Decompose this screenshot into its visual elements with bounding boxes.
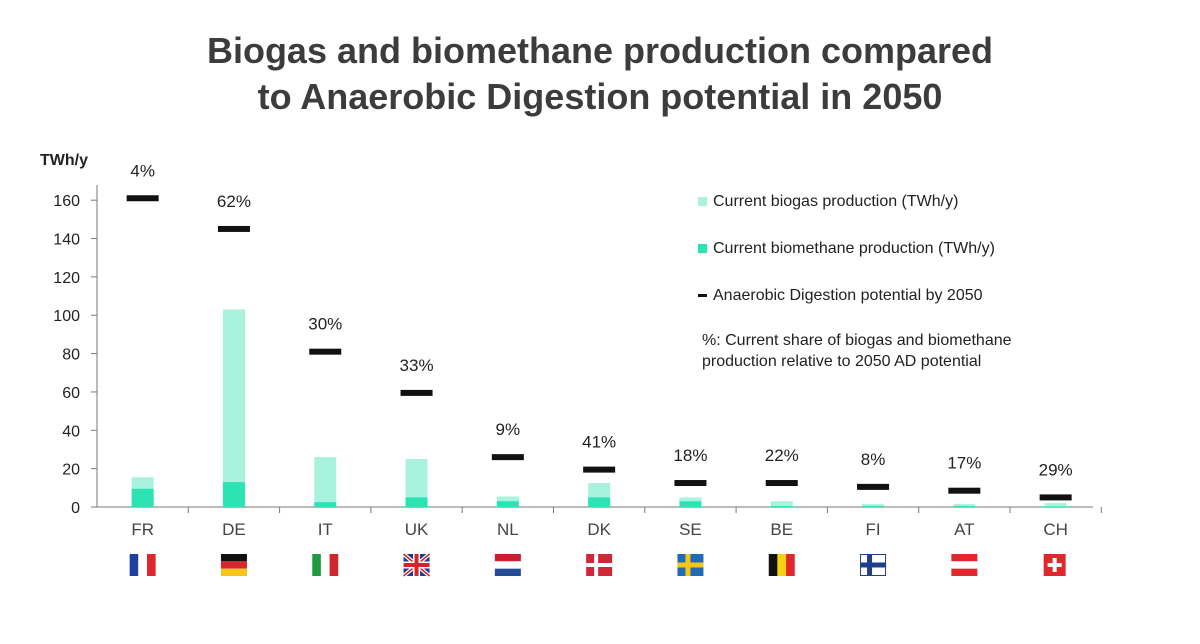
biomethane-bar-fi [862,506,885,507]
percent-label-se: 18% [673,446,707,465]
netherlands-flag [494,554,521,576]
y-tick-label: 0 [71,500,80,517]
chart-title: Biogas and biomethane production compare… [0,28,1200,120]
y-tick-label: 120 [53,270,80,287]
denmark-flag [586,554,613,576]
ad-potential-marker-uk [400,389,433,396]
ad-potential-marker-dk [583,466,616,473]
percent-label-uk: 33% [400,356,434,375]
x-tick-label-be: BE [770,520,793,539]
biomethane-bar-dk [588,497,611,507]
biomethane-bar-ch [1044,506,1067,507]
percent-label-fi: 8% [861,450,886,469]
sweden-flag [677,554,704,576]
percent-label-de: 62% [217,192,251,211]
x-tick-label-se: SE [679,520,702,539]
legend-item-biogas: Current biogas production (TWh/y) [698,193,958,211]
chart-title-line-2: to Anaerobic Digestion potential in 2050 [257,76,943,117]
ad-potential-marker-at [948,487,981,494]
ad-potential-marker-se [674,480,707,487]
percent-note-line-1: %: Current share of biogas and biomethan… [702,332,1012,349]
biogas-bar-uk [405,459,428,507]
percent-label-be: 22% [765,446,799,465]
biogas-bar-de [222,309,245,507]
ad-potential-marker-be [765,480,798,487]
biomethane-bar-uk [405,497,428,507]
y-tick-label: 140 [53,232,80,249]
legend-item-biomethane: Current biomethane production (TWh/y) [698,240,995,258]
y-tick-label: 20 [62,462,80,479]
france-flag [129,554,156,576]
ad-potential-marker-fr [126,195,159,202]
ad-potential-marker-it [309,348,342,355]
percent-label-fr: 4% [130,161,155,180]
uk-flag [402,552,431,578]
legend-swatch-biogas [698,197,707,207]
biogas-bar-at [953,504,976,507]
percent-label-at: 17% [947,454,981,473]
biomethane-bar-nl [496,501,519,507]
ad-potential-marker-ch [1039,494,1072,501]
biomethane-bar-be [770,506,793,507]
legend-swatch-biomethane [698,244,707,254]
x-tick-label-fi: FI [865,520,880,539]
x-tick-label-de: DE [222,520,246,539]
y-axis-label: TWh/y [40,152,88,169]
x-tick-label-dk: DK [587,520,611,539]
percent-label-dk: 41% [582,433,616,452]
x-tick-label-nl: NL [497,520,519,539]
ad-potential-marker-nl [491,454,524,461]
biomethane-bar-de [222,482,245,507]
percent-label-ch: 29% [1039,460,1073,479]
legend-swatch-ad-potential [698,294,707,298]
biogas-bar-fi [862,504,885,507]
switzerland-flag [1043,554,1066,576]
y-tick-label: 60 [62,385,80,402]
biomethane-bar-it [314,502,337,507]
biogas-bar-ch [1044,503,1067,507]
austria-flag [951,554,978,576]
y-tick-label: 160 [53,193,80,210]
germany-flag [220,554,247,576]
legend-label-biomethane: Current biomethane production (TWh/y) [713,240,995,257]
y-tick-label: 80 [62,347,80,364]
finland-flag [860,554,887,576]
y-tick-label: 100 [53,308,80,325]
italy-flag [312,554,339,576]
ad-potential-marker-fi [857,483,890,490]
percent-note-line-2: production relative to 2050 AD potential [702,353,982,370]
chart-title-line-1: Biogas and biomethane production compare… [206,30,994,71]
legend-label-biogas: Current biogas production (TWh/y) [713,193,959,210]
x-tick-label-fr: FR [131,520,154,539]
y-tick-label: 40 [62,423,80,440]
biomethane-bar-at [953,506,976,507]
biomethane-bar-fr [131,488,154,507]
legend-label-ad-potential: Anaerobic Digestion potential by 2050 [713,287,983,304]
x-tick-label-ch: CH [1043,520,1068,539]
percent-label-it: 30% [308,315,342,334]
biomethane-bar-se [679,501,702,507]
x-tick-label-at: AT [954,520,974,539]
biogas-bar-be [770,501,793,507]
x-tick-label-it: IT [318,520,333,539]
percent-note: %: Current share of biogas and biomethan… [702,330,1122,372]
biogas-bar-it [314,457,337,507]
legend-item-ad-potential: Anaerobic Digestion potential by 2050 [698,287,983,305]
x-tick-label-uk: UK [405,520,429,539]
percent-label-nl: 9% [496,420,521,439]
belgium-flag [768,554,795,576]
ad-potential-marker-de [217,225,250,232]
